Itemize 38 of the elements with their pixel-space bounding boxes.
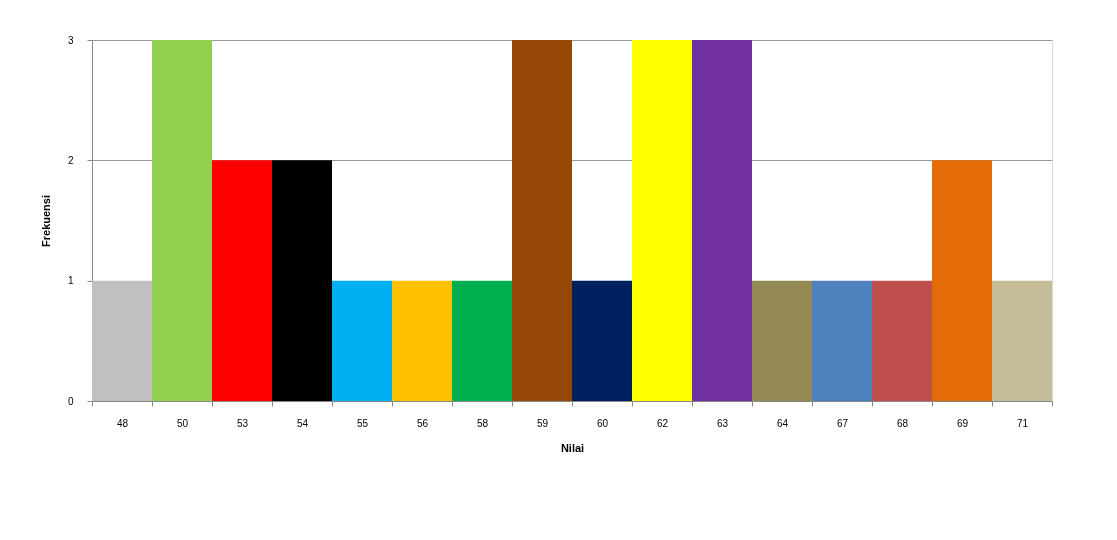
x-tick-label: 56 bbox=[416, 417, 429, 429]
bar bbox=[512, 40, 572, 401]
y-tick-label: 3 bbox=[67, 34, 74, 46]
bar bbox=[752, 280, 812, 401]
bar bbox=[272, 160, 332, 401]
bar bbox=[812, 280, 872, 401]
x-tick-label: 69 bbox=[956, 417, 969, 429]
x-axis-title: Nilai bbox=[560, 441, 585, 454]
y-tick-label: 1 bbox=[67, 275, 74, 287]
x-tick-label: 63 bbox=[716, 417, 729, 429]
bar bbox=[452, 280, 512, 401]
x-tick-label: 55 bbox=[356, 417, 369, 429]
bar bbox=[92, 280, 152, 401]
x-tick-label: 67 bbox=[836, 417, 849, 429]
y-tick-label: 2 bbox=[67, 154, 74, 166]
bar bbox=[332, 280, 392, 401]
bar bbox=[392, 280, 452, 401]
bar bbox=[932, 160, 992, 401]
bar bbox=[572, 280, 632, 401]
x-tick-label: 59 bbox=[536, 417, 549, 429]
bar bbox=[632, 40, 692, 401]
y-tick-label: 0 bbox=[67, 395, 74, 407]
x-tick-label: 71 bbox=[1016, 417, 1029, 429]
bar bbox=[992, 280, 1052, 401]
x-tick-label: 50 bbox=[176, 417, 189, 429]
x-tick-label: 68 bbox=[896, 417, 909, 429]
bar bbox=[152, 40, 212, 401]
x-tick-label: 60 bbox=[596, 417, 609, 429]
x-tick-label: 53 bbox=[236, 417, 249, 429]
x-tick-label: 64 bbox=[776, 417, 789, 429]
bar bbox=[872, 280, 932, 401]
y-axis-title: Frekuensi bbox=[39, 195, 52, 247]
bar bbox=[692, 40, 752, 401]
bar bbox=[212, 160, 272, 401]
x-tick-label: 62 bbox=[656, 417, 669, 429]
x-tick-label: 48 bbox=[116, 417, 129, 429]
x-tick-label: 58 bbox=[476, 417, 489, 429]
x-tick-label: 54 bbox=[296, 417, 309, 429]
